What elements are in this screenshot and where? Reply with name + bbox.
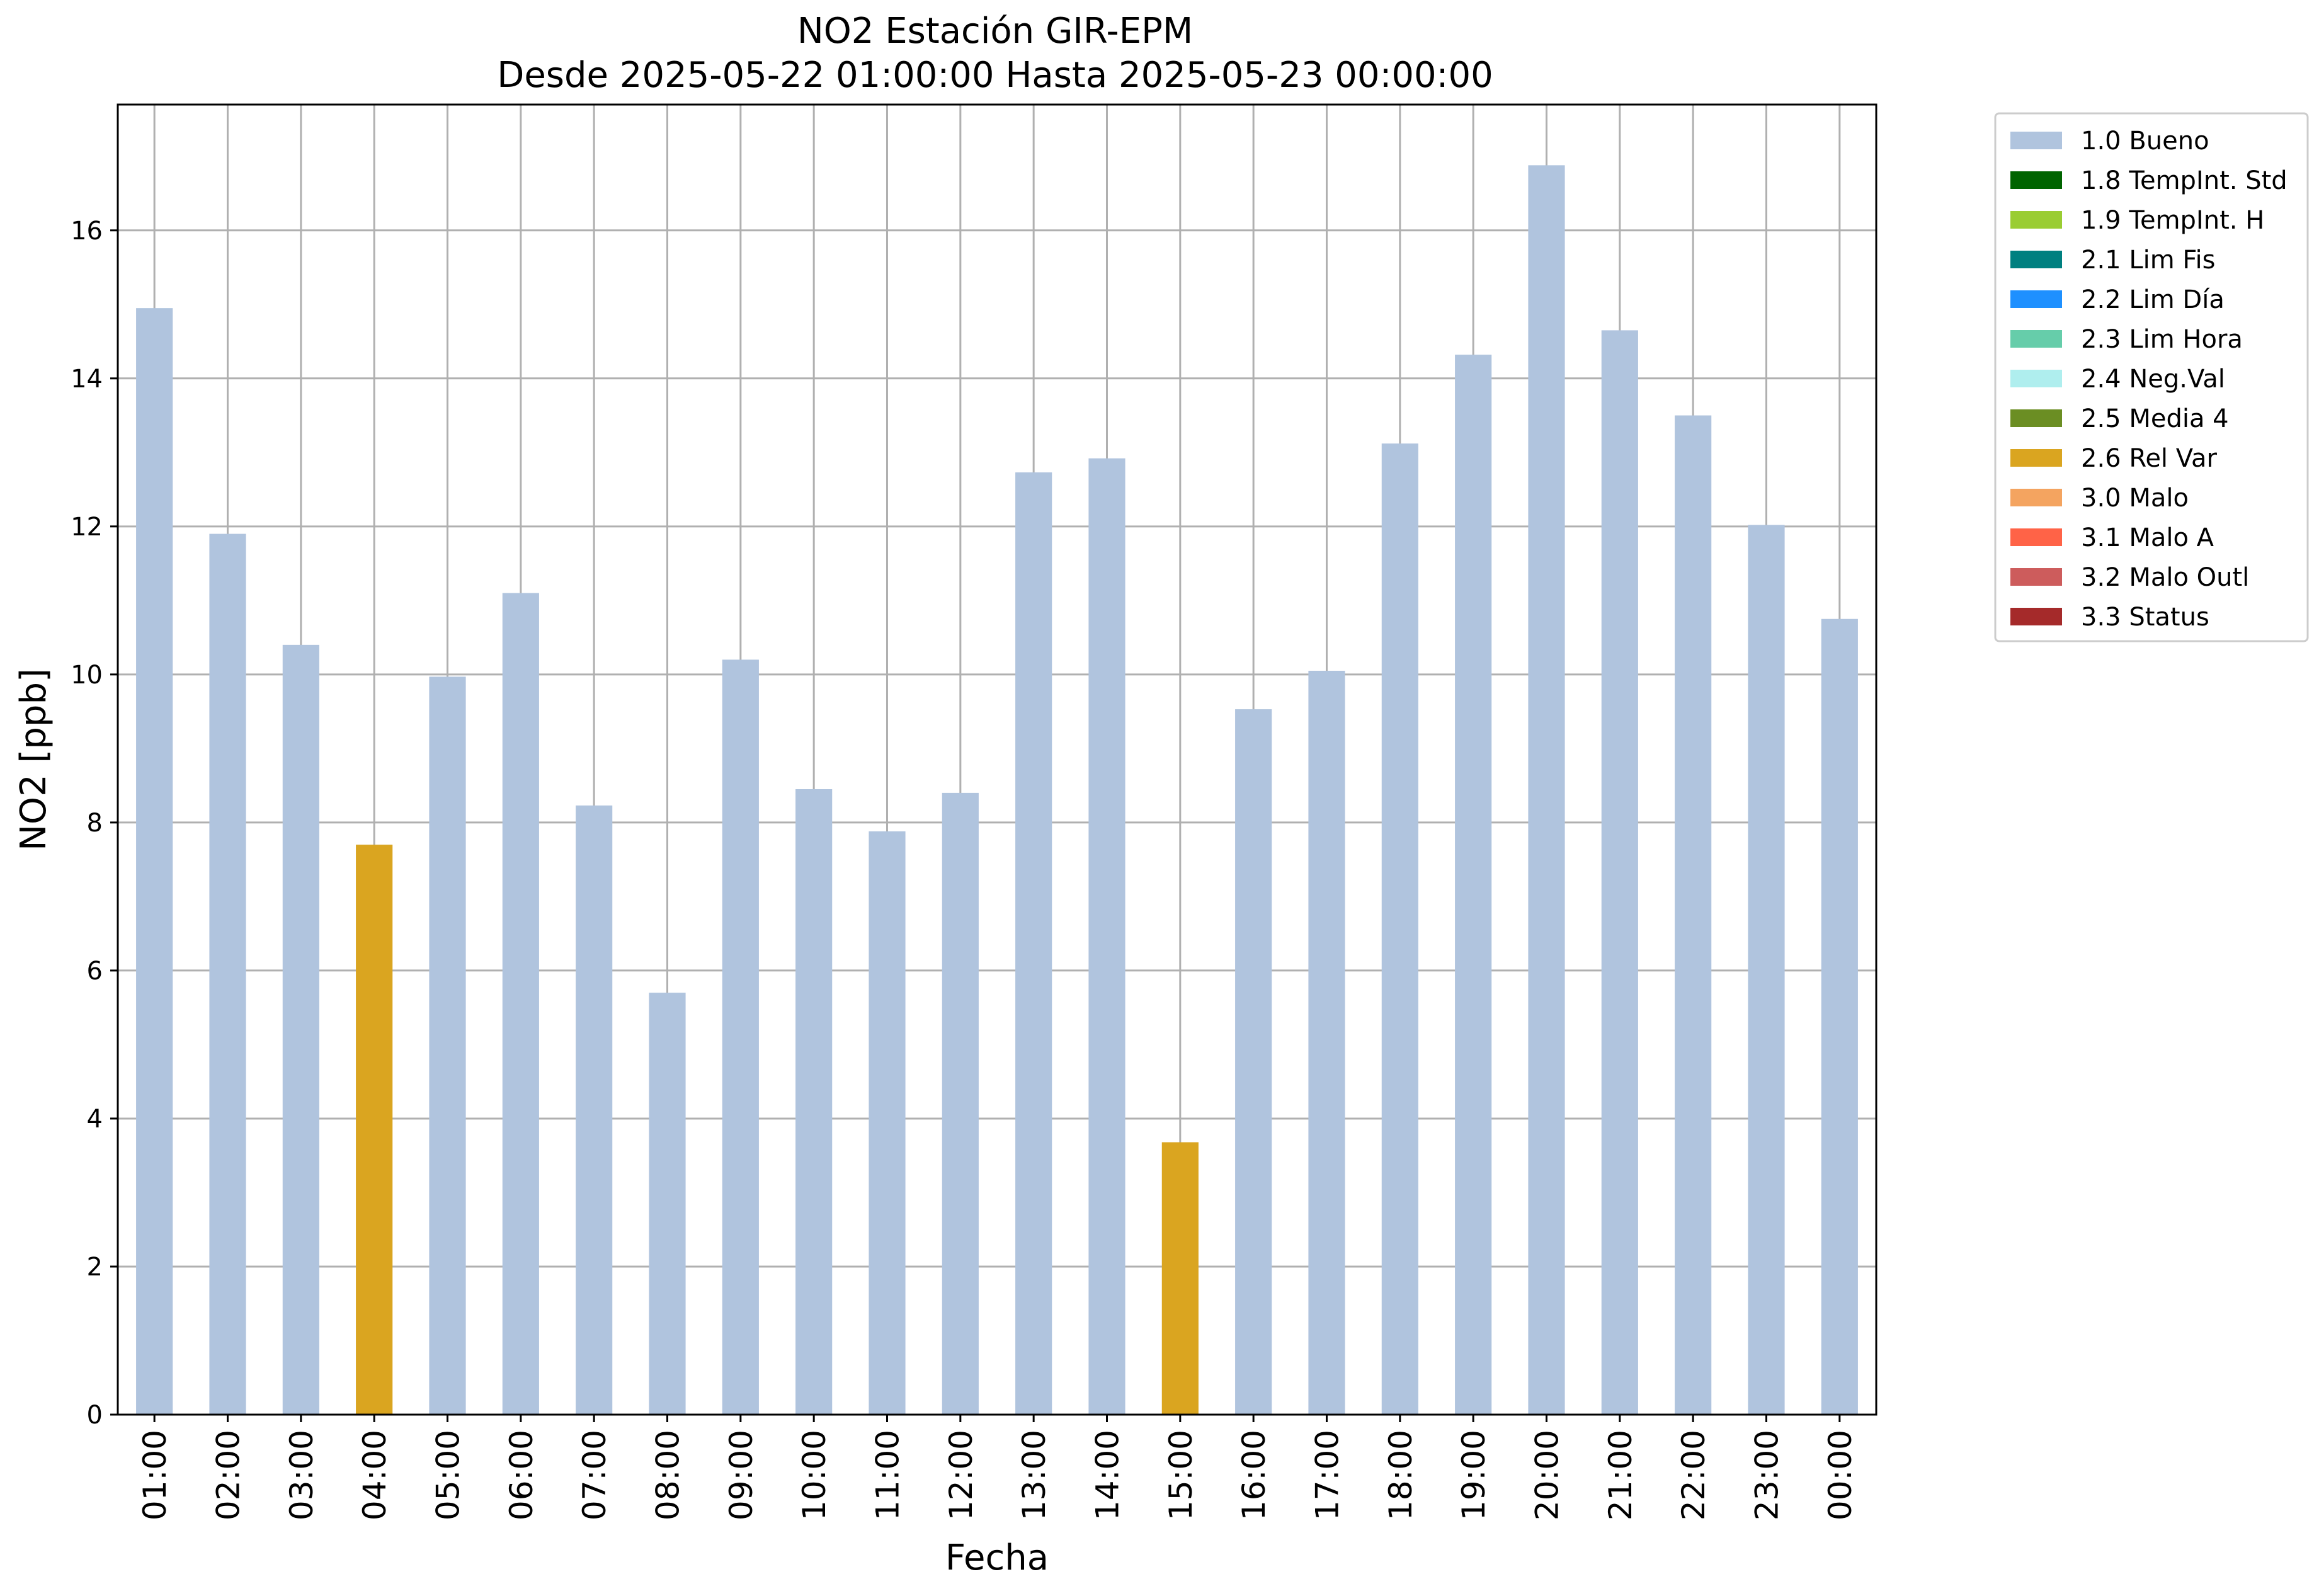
x-axis: 01:00 02:00 03:00 04:00 05:00 06:00 07:00 08:00… [137, 1415, 1859, 1520]
legend-swatch [2010, 251, 2062, 268]
bar-1500 [1161, 1142, 1199, 1415]
legend-item-label: 3.3 Status [2081, 603, 2209, 632]
x-axis-label: Fecha [945, 1537, 1049, 1578]
x-tick-label: 22:00 [1675, 1430, 1712, 1520]
y-tick-label: 8 [87, 809, 103, 838]
x-tick-label: 14:00 [1090, 1430, 1126, 1520]
legend-swatch [2010, 171, 2062, 189]
bars [136, 165, 1858, 1415]
legend-item-label: 3.1 Malo A [2081, 523, 2214, 552]
x-tick-label: 19:00 [1456, 1430, 1492, 1520]
legend: 1.0 Bueno 1.8 TempInt. Std 1.9 TempInt. H 2… [1994, 112, 2309, 642]
chart-subtitle: Desde 2025-05-22 01:00:00 Hasta 2025-05-… [497, 55, 1493, 96]
x-tick-label: 11:00 [870, 1430, 906, 1520]
legend-item-label: 2.5 Media 4 [2081, 404, 2229, 433]
x-tick-label: 18:00 [1382, 1430, 1419, 1520]
x-tick-label: 16:00 [1236, 1430, 1272, 1520]
legend-swatch [2010, 330, 2062, 348]
bar-0300 [282, 644, 319, 1415]
bar-0200 [209, 533, 246, 1415]
bar-0000 [1821, 618, 1858, 1415]
bar-0600 [502, 593, 539, 1415]
bar-0500 [429, 676, 466, 1415]
x-tick-label: 09:00 [723, 1430, 760, 1520]
legend-item-label: 1.9 TempInt. H [2081, 206, 2264, 235]
y-axis: 0 2 4 6 8 10 12 14 16 [71, 217, 118, 1430]
x-tick-label: 01:00 [137, 1430, 173, 1520]
bar-1000 [795, 789, 833, 1415]
legend-item-label: 2.1 Lim Fis [2081, 246, 2215, 275]
legend-swatch [2010, 370, 2062, 387]
legend-swatch [2010, 528, 2062, 546]
chart-title: NO2 Estación GIR-EPM [797, 11, 1193, 52]
x-tick-label: 15:00 [1163, 1430, 1199, 1520]
x-tick-label: 20:00 [1529, 1430, 1566, 1520]
bar-2200 [1675, 415, 1712, 1415]
bar-2100 [1601, 330, 1638, 1415]
bar-2000 [1528, 165, 1565, 1415]
y-tick-label: 0 [87, 1401, 103, 1430]
x-tick-label: 07:00 [576, 1430, 613, 1520]
x-tick-label: 23:00 [1749, 1430, 1786, 1520]
bar-2300 [1748, 525, 1785, 1415]
bar-1700 [1308, 670, 1345, 1415]
legend-swatch [2010, 489, 2062, 506]
bar-0800 [649, 993, 686, 1415]
legend-item-label: 2.3 Lim Hora [2081, 325, 2243, 354]
bar-0400 [356, 845, 393, 1415]
legend-item-label: 3.0 Malo [2081, 484, 2189, 513]
legend-item-label: 2.2 Lim Día [2081, 285, 2225, 314]
bar-1200 [942, 792, 979, 1415]
legend-item-label: 2.4 Neg.Val [2081, 365, 2225, 394]
legend-frame [1994, 112, 2309, 642]
bar-0900 [722, 659, 759, 1415]
bar-0700 [576, 805, 613, 1415]
bar-1100 [869, 831, 906, 1415]
legend-swatch [2010, 449, 2062, 467]
legend-item-label: 1.8 TempInt. Std [2081, 166, 2288, 195]
y-tick-label: 12 [71, 513, 103, 542]
bar-1400 [1088, 458, 1125, 1415]
x-tick-label: 06:00 [503, 1430, 540, 1520]
y-axis-label: NO2 [ppb] [13, 668, 54, 851]
legend-swatch [2010, 211, 2062, 229]
legend-item-label: 2.6 Rel Var [2081, 444, 2218, 473]
x-tick-label: 12:00 [943, 1430, 979, 1520]
x-tick-label: 03:00 [283, 1430, 320, 1520]
y-tick-label: 4 [87, 1105, 103, 1134]
x-tick-label: 17:00 [1309, 1430, 1346, 1520]
y-tick-label: 16 [71, 217, 103, 246]
x-tick-label: 21:00 [1602, 1430, 1639, 1520]
legend-swatch [2010, 568, 2062, 586]
legend-swatch [2010, 608, 2062, 625]
y-tick-label: 14 [71, 365, 103, 394]
y-tick-label: 2 [87, 1253, 103, 1282]
bar-1900 [1455, 355, 1492, 1415]
legend-swatch [2010, 409, 2062, 427]
x-tick-label: 05:00 [430, 1430, 467, 1520]
bar-1300 [1015, 472, 1052, 1415]
bar-0100 [136, 308, 173, 1415]
legend-swatch [2010, 290, 2062, 308]
x-tick-label: 04:00 [356, 1430, 393, 1520]
y-tick-label: 6 [87, 957, 103, 986]
legend-swatch [2010, 132, 2062, 149]
x-tick-label: 00:00 [1822, 1430, 1859, 1520]
bar-1800 [1381, 443, 1418, 1415]
x-tick-label: 13:00 [1016, 1430, 1052, 1520]
legend-item-label: 1.0 Bueno [2081, 127, 2209, 156]
x-tick-label: 02:00 [210, 1430, 247, 1520]
x-tick-label: 08:00 [650, 1430, 687, 1520]
legend-item-label: 3.2 Malo Outl [2081, 563, 2249, 592]
bar-1600 [1235, 709, 1272, 1415]
y-tick-label: 10 [71, 661, 103, 690]
plot-frame [117, 103, 1877, 1416]
x-tick-label: 10:00 [796, 1430, 833, 1520]
